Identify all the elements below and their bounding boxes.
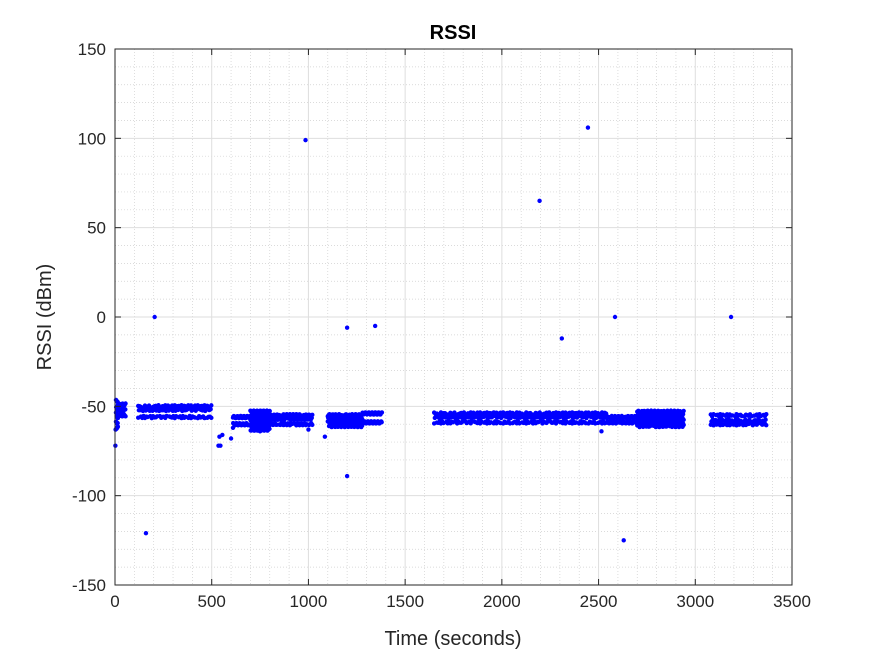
data-point — [599, 429, 604, 434]
y-tick-label: 50 — [87, 219, 106, 238]
y-tick-label: 0 — [97, 308, 106, 327]
data-point — [681, 422, 686, 428]
data-point — [537, 198, 542, 204]
data-point — [559, 336, 565, 341]
data-point — [123, 401, 128, 406]
y-tick-label: 150 — [78, 40, 106, 59]
data-point — [208, 407, 213, 412]
data-point — [115, 420, 120, 426]
data-point — [306, 427, 311, 432]
data-point — [113, 427, 118, 432]
x-tick-label: 0 — [110, 592, 119, 611]
data-point — [257, 429, 263, 434]
data-point — [680, 412, 686, 417]
data-point — [309, 415, 314, 421]
x-tick-label: 1000 — [290, 592, 328, 611]
y-tick-label: -100 — [72, 487, 106, 506]
y-tick-label: -150 — [72, 576, 106, 595]
data-point — [303, 137, 308, 143]
chart-title: RSSI — [430, 22, 477, 44]
data-point — [152, 314, 157, 320]
data-point — [379, 419, 384, 425]
data-point — [728, 314, 734, 320]
data-point — [143, 530, 149, 536]
data-point — [209, 403, 214, 408]
data-point — [322, 434, 328, 439]
x-tick-label: 500 — [198, 592, 226, 611]
data-point — [344, 325, 350, 330]
data-point — [372, 323, 378, 329]
data-point — [621, 538, 626, 543]
data-point — [310, 422, 315, 428]
y-tick-label: 100 — [78, 129, 106, 148]
x-tick-label: 2000 — [483, 592, 521, 611]
x-tick-label: 1500 — [386, 592, 424, 611]
data-point — [764, 422, 769, 428]
data-point — [681, 408, 686, 414]
data-points — [113, 125, 769, 543]
data-point — [220, 432, 225, 438]
y-axis-label: RSSI (dBm) — [34, 264, 56, 371]
data-point — [228, 436, 234, 441]
data-point — [379, 410, 385, 415]
data-point — [218, 443, 223, 448]
x-tick-label: 3000 — [676, 592, 714, 611]
x-axis-label: Time (seconds) — [384, 628, 521, 650]
data-point — [763, 417, 768, 422]
x-axis-ticks: 0 500 1000 1500 2000 2500 3000 3500 — [110, 49, 811, 611]
data-point — [764, 412, 769, 417]
data-point — [267, 426, 272, 432]
y-axis-ticks: -150 -100 -50 0 50 100 150 — [72, 40, 792, 595]
y-tick-label: -50 — [81, 397, 106, 416]
data-point — [123, 407, 128, 412]
data-point — [612, 314, 618, 320]
data-point — [123, 414, 128, 419]
data-point — [209, 415, 214, 421]
data-point — [344, 473, 350, 479]
x-tick-label: 2500 — [580, 592, 618, 611]
x-tick-label: 3500 — [773, 592, 811, 611]
data-point — [585, 125, 591, 130]
data-point — [230, 425, 236, 430]
data-point — [267, 408, 272, 414]
